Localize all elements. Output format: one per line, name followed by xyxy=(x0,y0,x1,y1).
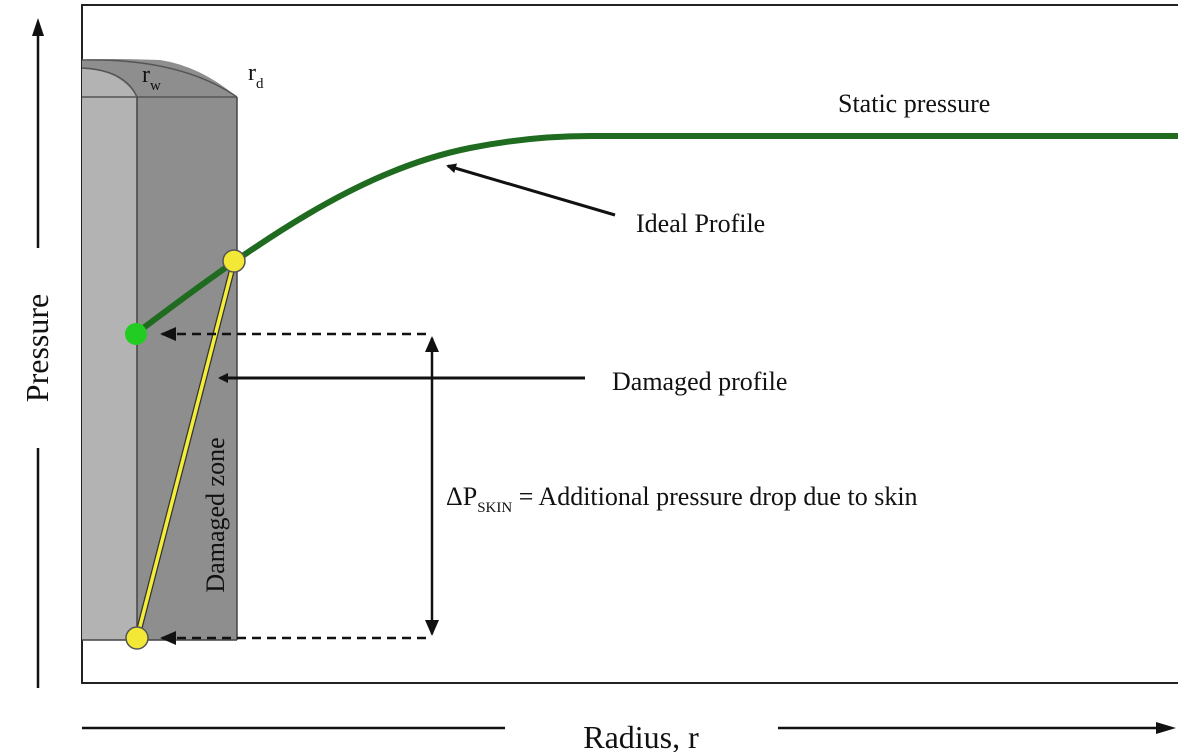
wellbore-pressure-dot xyxy=(125,323,147,345)
ideal-profile-pointer xyxy=(446,163,616,217)
upper-dashed-arrowhead xyxy=(160,327,176,341)
rw-label: rw xyxy=(142,62,161,94)
damage-radius-marker xyxy=(222,249,246,273)
y-axis-label: Pressure xyxy=(19,294,55,402)
wellbore-cylinder xyxy=(81,59,238,641)
skin-pressure-drop-label: ΔPSKIN = Additional pressure drop due to… xyxy=(446,482,918,516)
rd-label: rd xyxy=(248,60,264,92)
damaged-profile-label: Damaged profile xyxy=(612,367,787,396)
plot-frame xyxy=(81,4,1178,684)
lower-dashed-arrowhead xyxy=(160,631,176,645)
static-pressure-label: Static pressure xyxy=(838,89,990,118)
damaged-wellbore-marker xyxy=(125,626,149,650)
x-axis: Radius, r xyxy=(82,719,1176,752)
ideal-profile-label: Ideal Profile xyxy=(636,209,765,238)
damaged-zone-label: Damaged zone xyxy=(201,437,230,592)
y-axis: Pressure xyxy=(19,18,55,688)
x-axis-label: Radius, r xyxy=(583,719,699,752)
